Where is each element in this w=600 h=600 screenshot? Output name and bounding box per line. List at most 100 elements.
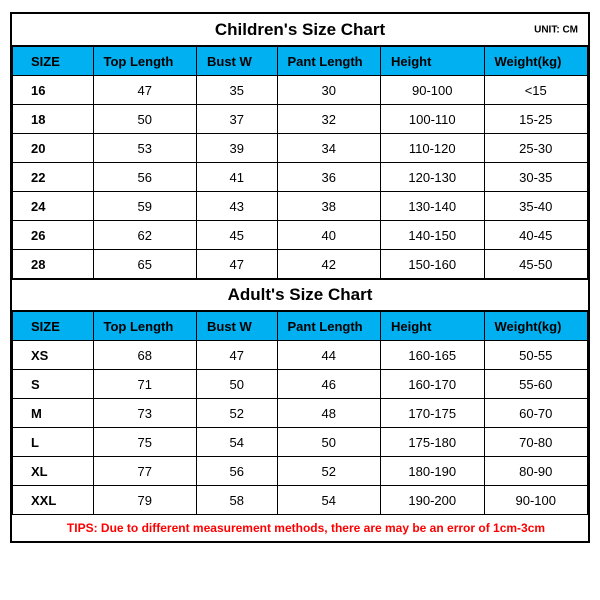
adult-row: L755450175-18070-80 — [13, 428, 588, 457]
adult-cell: 175-180 — [381, 428, 485, 457]
children-title-row: Children's Size Chart UNIT: CM — [12, 14, 588, 46]
children-cell: 36 — [277, 163, 381, 192]
children-cell: 40 — [277, 221, 381, 250]
col-size: SIZE — [13, 47, 94, 76]
adult-row: XS684744160-16550-55 — [13, 341, 588, 370]
adult-cell: 54 — [277, 486, 381, 515]
col-top: Top Length — [93, 47, 197, 76]
children-cell: 45-50 — [484, 250, 588, 279]
children-header-row: SIZE Top Length Bust W Pant Length Heigh… — [13, 47, 588, 76]
children-cell: 65 — [93, 250, 197, 279]
adult-row: M735248170-17560-70 — [13, 399, 588, 428]
children-cell: 25-30 — [484, 134, 588, 163]
adult-cell: 160-165 — [381, 341, 485, 370]
adult-header-row: SIZE Top Length Bust W Pant Length Heigh… — [13, 312, 588, 341]
children-cell: 130-140 — [381, 192, 485, 221]
children-cell: 40-45 — [484, 221, 588, 250]
children-cell: 41 — [197, 163, 278, 192]
col-pant: Pant Length — [277, 312, 381, 341]
page: Children's Size Chart UNIT: CM SIZE Top … — [0, 0, 600, 600]
adult-cell: 50 — [277, 428, 381, 457]
children-cell: 56 — [93, 163, 197, 192]
children-cell: 45 — [197, 221, 278, 250]
col-bust: Bust W — [197, 312, 278, 341]
children-cell: 16 — [13, 76, 94, 105]
children-title: Children's Size Chart — [215, 20, 385, 40]
adult-cell: 170-175 — [381, 399, 485, 428]
adult-cell: 73 — [93, 399, 197, 428]
col-bust: Bust W — [197, 47, 278, 76]
children-cell: 35 — [197, 76, 278, 105]
children-cell: 26 — [13, 221, 94, 250]
children-cell: 37 — [197, 105, 278, 134]
children-cell: 59 — [93, 192, 197, 221]
unit-label: UNIT: CM — [534, 24, 578, 35]
children-cell: 15-25 — [484, 105, 588, 134]
children-row: 28654742150-16045-50 — [13, 250, 588, 279]
col-height: Height — [381, 47, 485, 76]
children-cell: 18 — [13, 105, 94, 134]
adult-cell: 52 — [197, 399, 278, 428]
children-cell: 47 — [93, 76, 197, 105]
children-cell: 38 — [277, 192, 381, 221]
adult-cell: 50-55 — [484, 341, 588, 370]
adult-cell: 44 — [277, 341, 381, 370]
children-row: 18503732100-11015-25 — [13, 105, 588, 134]
size-charts-container: Children's Size Chart UNIT: CM SIZE Top … — [10, 12, 590, 543]
children-row: 24594338130-14035-40 — [13, 192, 588, 221]
adult-cell: 52 — [277, 457, 381, 486]
adult-cell: 50 — [197, 370, 278, 399]
children-cell: 47 — [197, 250, 278, 279]
children-cell: 150-160 — [381, 250, 485, 279]
adult-row: S715046160-17055-60 — [13, 370, 588, 399]
col-weight: Weight(kg) — [484, 312, 588, 341]
children-cell: 20 — [13, 134, 94, 163]
children-cell: 28 — [13, 250, 94, 279]
adult-cell: 70-80 — [484, 428, 588, 457]
adult-cell: S — [13, 370, 94, 399]
adult-cell: 46 — [277, 370, 381, 399]
children-cell: 32 — [277, 105, 381, 134]
adult-cell: 190-200 — [381, 486, 485, 515]
children-cell: 30 — [277, 76, 381, 105]
children-cell: 90-100 — [381, 76, 485, 105]
col-top: Top Length — [93, 312, 197, 341]
children-cell: 43 — [197, 192, 278, 221]
children-cell: 62 — [93, 221, 197, 250]
tips-text: TIPS: Due to different measurement metho… — [67, 521, 545, 535]
adult-cell: 60-70 — [484, 399, 588, 428]
adult-cell: XS — [13, 341, 94, 370]
adult-cell: 54 — [197, 428, 278, 457]
col-pant: Pant Length — [277, 47, 381, 76]
children-row: 1647353090-100<15 — [13, 76, 588, 105]
adult-cell: 58 — [197, 486, 278, 515]
adult-title: Adult's Size Chart — [228, 285, 373, 305]
children-cell: 140-150 — [381, 221, 485, 250]
children-cell: 50 — [93, 105, 197, 134]
children-table: SIZE Top Length Bust W Pant Length Heigh… — [12, 46, 588, 279]
adult-cell: L — [13, 428, 94, 457]
adult-table: SIZE Top Length Bust W Pant Length Heigh… — [12, 311, 588, 541]
col-size: SIZE — [13, 312, 94, 341]
children-cell: 120-130 — [381, 163, 485, 192]
adult-cell: 56 — [197, 457, 278, 486]
children-cell: 30-35 — [484, 163, 588, 192]
adult-row: XXL795854190-20090-100 — [13, 486, 588, 515]
adult-cell: 180-190 — [381, 457, 485, 486]
children-cell: 42 — [277, 250, 381, 279]
children-cell: 35-40 — [484, 192, 588, 221]
adult-cell: 55-60 — [484, 370, 588, 399]
adult-cell: M — [13, 399, 94, 428]
children-cell: 39 — [197, 134, 278, 163]
adult-cell: 90-100 — [484, 486, 588, 515]
adult-row: XL775652180-19080-90 — [13, 457, 588, 486]
adult-cell: 79 — [93, 486, 197, 515]
adult-cell: 48 — [277, 399, 381, 428]
children-row: 20533934110-12025-30 — [13, 134, 588, 163]
adult-cell: 75 — [93, 428, 197, 457]
children-cell: 22 — [13, 163, 94, 192]
children-row: 26624540140-15040-45 — [13, 221, 588, 250]
children-cell: 34 — [277, 134, 381, 163]
adult-cell: 68 — [93, 341, 197, 370]
adult-cell: XXL — [13, 486, 94, 515]
